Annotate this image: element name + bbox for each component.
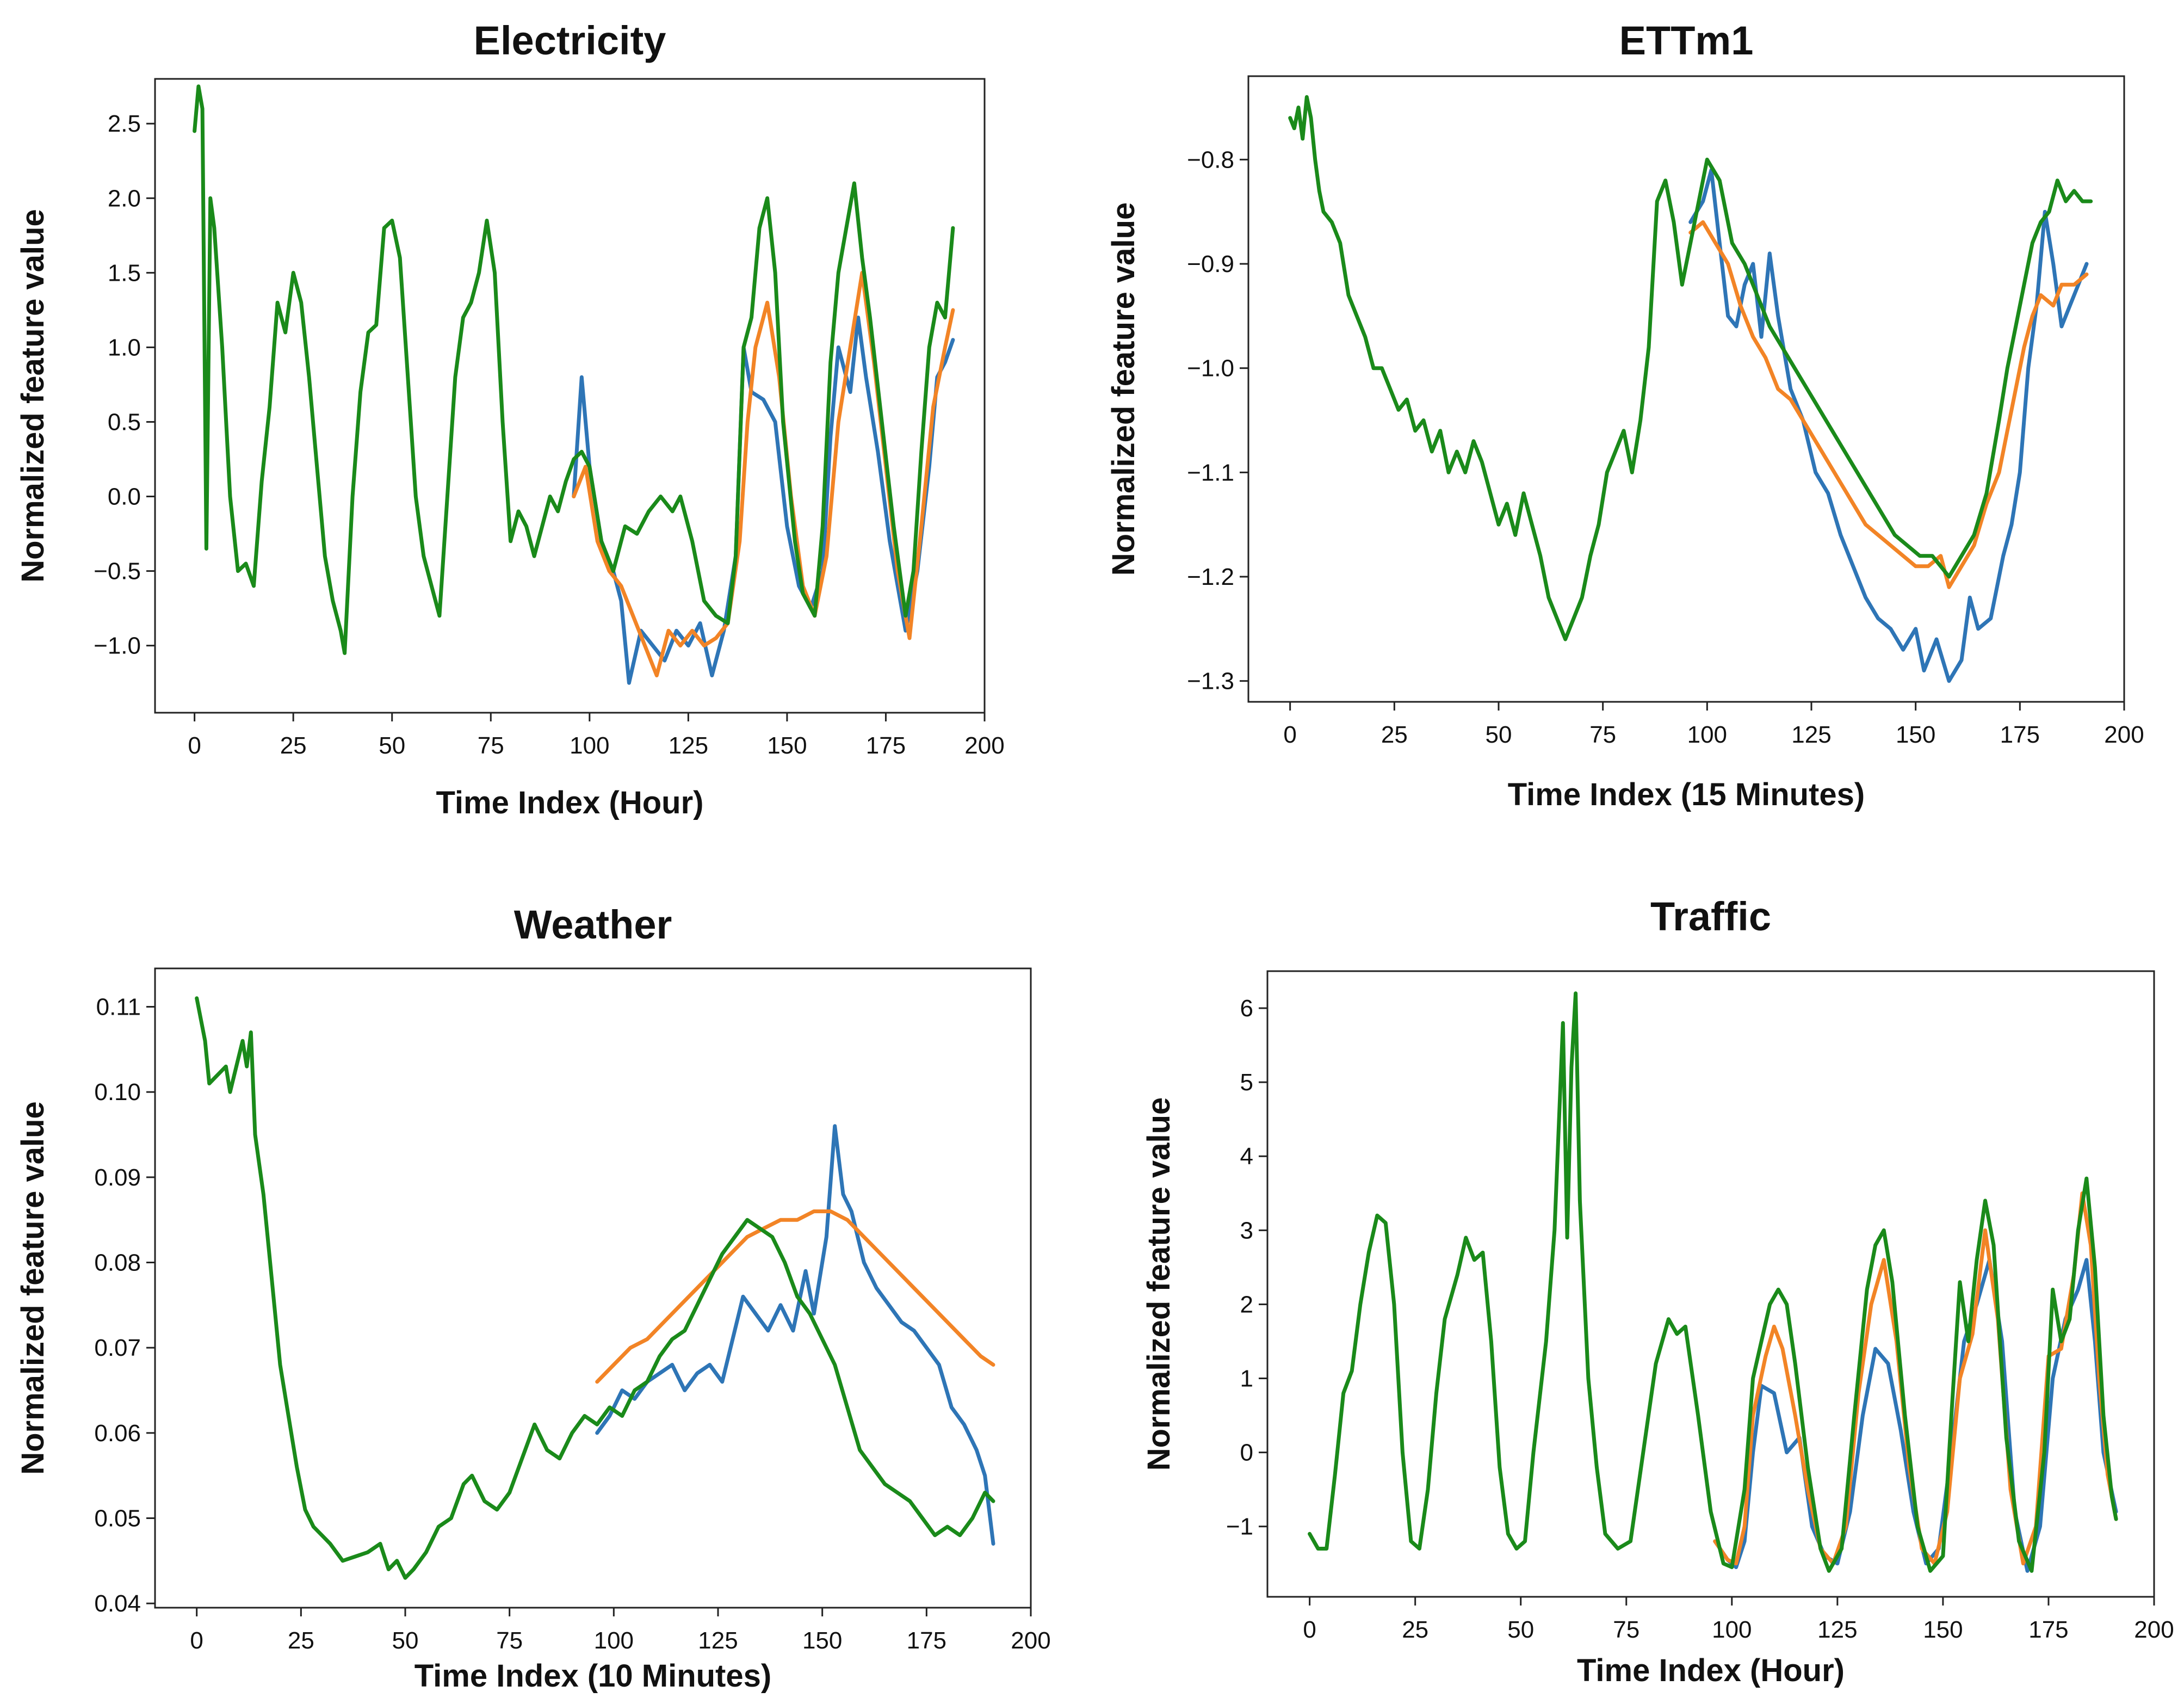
chart-panel-traffic: Traffic 0 25 50 75 100 125 150 175 200 −1 0 1 2 3 4 5 6 Ti… [1141,894,2174,1688]
plot-frame [1247,75,2125,703]
y-tick-label: −1.0 [1187,355,1234,382]
y-tick-label: −1.2 [1187,564,1234,590]
x-tick-label: 75 [496,1627,523,1654]
y-tick-label: −0.9 [1187,251,1234,277]
x-tick-label: 0 [1283,721,1296,748]
chart-title: Weather [514,902,672,947]
x-tick-label: 0 [190,1627,203,1654]
x-tick-label: 50 [392,1627,419,1654]
series-line-green [195,996,995,1580]
y-tick-label: −1 [1226,1514,1253,1540]
y-tick-label: 0.0 [108,484,141,510]
x-tick-label: 100 [570,732,609,759]
x-tick-label: 75 [478,732,504,759]
y-tick-label: 1.5 [108,260,141,286]
series-line-green [193,84,955,655]
plot-frame [154,967,1032,1609]
y-tick-label: −1.1 [1187,459,1234,486]
x-tick-label: 100 [1712,1616,1752,1643]
x-tick-label: 175 [866,732,906,759]
y-tick-label: −0.5 [94,558,141,585]
series-line-blue [1688,168,2089,683]
x-tick-label: 175 [907,1627,946,1654]
series-line-orange [595,1209,995,1384]
chart-panel-weather: Weather 0 25 50 75 100 125 150 175 200 0.04 0.05 0.0… [15,902,1051,1694]
x-tick-label: 125 [698,1627,738,1654]
y-tick-label: 0.10 [94,1079,141,1106]
chart-title: Traffic [1650,894,1771,939]
x-tick-label: 100 [1687,721,1727,748]
x-tick-label: 200 [2104,721,2144,748]
chart-title: Electricity [474,18,666,63]
plot-frame [1266,970,2155,1598]
y-tick-label: 3 [1240,1217,1253,1244]
x-tick-label: 75 [1613,1616,1639,1643]
x-tick-label: 50 [379,732,405,759]
y-tick-label: 0.5 [108,409,141,435]
y-tick-label: 1 [1240,1366,1253,1392]
y-tick-label: 0 [1240,1440,1253,1466]
y-axis-label: Normalized feature value [1141,1097,1177,1471]
x-axis-label: Time Index (15 Minutes) [1508,777,1865,812]
x-tick-label: 200 [964,732,1004,759]
y-tick-label: 1.0 [108,334,141,361]
chart-panel-ettm1: ETTm1 0 25 50 75 100 125 150 175 200 −1.3 −1.2 −1.1 −… [1106,18,2144,812]
x-tick-label: 25 [1381,721,1408,748]
y-tick-label: 2.0 [108,185,141,212]
chart-title: ETTm1 [1619,18,1754,63]
y-tick-label: 0.06 [94,1420,141,1447]
x-tick-label: 50 [1486,721,1512,748]
y-tick-label: 6 [1240,995,1253,1022]
y-axis-label: Normalized feature value [1106,202,1141,576]
y-tick-label: 0.08 [94,1250,141,1276]
series-line-blue [1713,1258,2118,1573]
series-line-orange [572,270,955,677]
y-tick-label: 2 [1240,1291,1253,1318]
x-tick-label: 25 [288,1627,314,1654]
x-tick-label: 0 [1303,1616,1316,1643]
x-axis-label: Time Index (10 Minutes) [414,1658,771,1694]
x-tick-label: 125 [1791,721,1831,748]
x-tick-label: 125 [669,732,708,759]
x-tick-label: 150 [1923,1616,1963,1643]
y-tick-label: 0.09 [94,1164,141,1191]
x-axis-label: Time Index (Hour) [1577,1653,1845,1688]
x-tick-label: 150 [1896,721,1935,748]
series-line-green [1308,991,2118,1573]
x-tick-label: 100 [594,1627,634,1654]
x-axis-label: Time Index (Hour) [436,785,704,820]
x-tick-label: 175 [2000,721,2040,748]
y-tick-label: 5 [1240,1069,1253,1096]
x-tick-label: 150 [802,1627,842,1654]
y-tick-label: 0.04 [94,1590,141,1617]
x-tick-label: 200 [1011,1627,1050,1654]
y-tick-label: −0.8 [1187,146,1234,173]
plot-frame [154,78,986,714]
chart-panel-electricity: Electricity 0 25 50 75 100 125 150 175 200 −1.0 −0.… [15,18,1005,820]
y-tick-label: −1.3 [1187,668,1234,695]
x-tick-label: 75 [1589,721,1616,748]
y-axis-label: Normalized feature value [15,209,51,583]
y-tick-label: 4 [1240,1143,1253,1170]
x-tick-label: 175 [2028,1616,2068,1643]
x-tick-label: 0 [188,732,201,759]
y-tick-label: 0.07 [94,1335,141,1361]
y-tick-label: −1.0 [94,633,141,659]
x-tick-label: 150 [767,732,807,759]
series-line-green [1288,95,2093,641]
x-tick-label: 25 [280,732,307,759]
y-axis-label: Normalized feature value [15,1101,51,1475]
x-tick-label: 25 [1402,1616,1428,1643]
y-tick-label: 0.11 [96,994,141,1021]
series-line-blue [572,316,955,685]
series-line-blue [595,1124,995,1546]
y-tick-label: 0.05 [94,1505,141,1532]
y-tick-label: 2.5 [108,110,141,137]
series-line-orange [1688,220,2089,589]
x-tick-label: 125 [1817,1616,1857,1643]
x-tick-label: 200 [2134,1616,2174,1643]
x-tick-label: 50 [1507,1616,1534,1643]
